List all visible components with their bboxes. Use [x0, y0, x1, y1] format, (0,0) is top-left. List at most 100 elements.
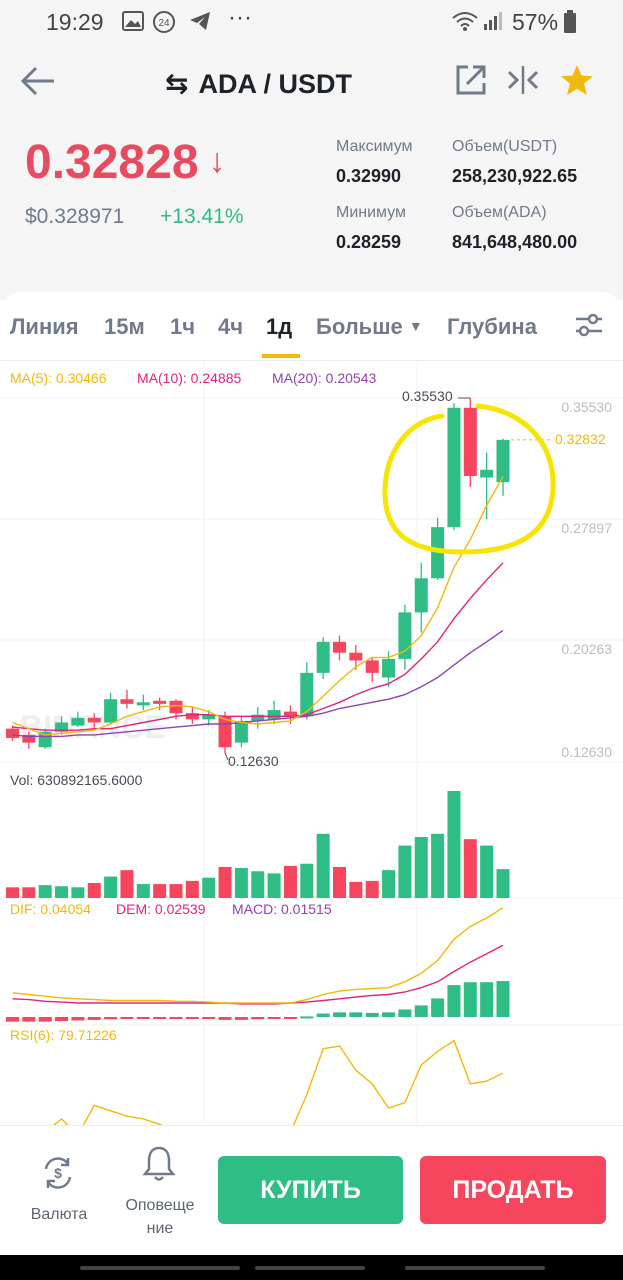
ma5-label: MA(5): 0.30466 [10, 370, 107, 386]
volume-bar [283, 865, 297, 898]
volume-bar [87, 883, 101, 898]
volume-bar [447, 791, 461, 898]
low-marker-label: 0.12630 [228, 753, 279, 769]
macd-bar [136, 1017, 150, 1019]
macd-bar [300, 1016, 314, 1019]
macd-bar [414, 1005, 428, 1017]
macd-bar [185, 1017, 199, 1019]
volume-bar [185, 880, 199, 898]
candle-body [463, 407, 477, 476]
candle-body [136, 702, 150, 706]
macd-bar [283, 1017, 297, 1019]
top-nav: ⇆ ADA / USDT [0, 50, 623, 114]
more-notifications-icon: ··· [228, 4, 252, 31]
currency-label[interactable]: Валюта [30, 1206, 88, 1223]
chart-settings-icon[interactable] [574, 312, 604, 344]
ma10-line [12, 562, 504, 731]
nav-pill [80, 1266, 240, 1270]
tab-1h[interactable]: 1ч [170, 314, 196, 339]
volume-bar [349, 881, 363, 898]
macd-bar [382, 1012, 396, 1017]
candle-body [153, 700, 167, 704]
compare-icon[interactable] [506, 64, 540, 104]
share-icon[interactable] [455, 64, 487, 104]
candle-body [267, 710, 281, 720]
macd-label: MACD: 0.01515 [232, 901, 332, 917]
active-tab-indicator [262, 354, 300, 358]
telegram-icon [188, 10, 212, 38]
candle-body [71, 717, 85, 726]
back-arrow-icon[interactable] [20, 64, 56, 106]
dif-label: DIF: 0.04054 [10, 901, 91, 917]
rsi-label: RSI(6): 79.71226 [10, 1027, 117, 1043]
candle-body [38, 731, 52, 748]
macd-bar [153, 1017, 167, 1019]
candle-body [202, 714, 216, 720]
candle-body [333, 641, 346, 653]
volume-bars [6, 791, 510, 898]
currency-exchange-icon[interactable]: $ [40, 1155, 76, 1200]
macd-bar [22, 1017, 36, 1022]
tab-depth[interactable]: Глубина [447, 314, 537, 339]
macd-bar [496, 981, 510, 1017]
high-marker-label: 0.35530 [402, 388, 453, 404]
candle-body [55, 722, 69, 732]
favorite-star-icon[interactable] [560, 64, 594, 104]
volume-bar [251, 871, 265, 898]
kline-chart[interactable]: BINANCE MA(5): 0.30466 MA(10): 0.24885 M… [0, 360, 623, 1125]
bell-icon[interactable] [141, 1145, 177, 1192]
macd-bar [87, 1017, 101, 1020]
notification-badge-count: 24 [158, 18, 170, 29]
volume-bar [153, 884, 167, 898]
candle-body [480, 469, 494, 478]
volume-bar [300, 863, 314, 898]
price-axis-label: 0.20263 [561, 641, 612, 657]
chart-grid [0, 361, 623, 1125]
battery-percent: 57% [512, 9, 559, 35]
tab-more[interactable]: Больше ▼ [316, 314, 423, 340]
alerts-label[interactable]: Оповеще ние [125, 1197, 195, 1237]
last-price: 0.32828 ↓ [25, 135, 226, 190]
swap-icon: ⇆ [165, 68, 189, 99]
highlight-circle [382, 403, 556, 555]
macd-bar [349, 1012, 363, 1017]
pair-title: ADA / USDT [198, 69, 352, 99]
price-axis-label: 0.12630 [561, 744, 612, 760]
macd-bar [398, 1009, 412, 1017]
svg-text:$: $ [54, 1165, 62, 1181]
low-value: 0.28259 [336, 232, 402, 252]
tab-15m[interactable]: 15м [104, 314, 145, 339]
candle-body [496, 439, 510, 483]
tab-line[interactable]: Линия [10, 314, 79, 339]
volume-bar [316, 833, 330, 898]
vol-ada-value: 841,648,480.00 [452, 232, 578, 252]
vol-ada-label: Объем(ADA) [452, 204, 547, 221]
macd-bar [6, 1017, 19, 1022]
candle-body [104, 699, 118, 723]
candles [6, 398, 510, 753]
buy-button[interactable]: КУПИТЬ [218, 1156, 403, 1224]
macd-bar [38, 1017, 52, 1022]
macd-bar [218, 1017, 232, 1020]
high-label: Максимум [336, 138, 413, 155]
macd-bar [480, 982, 494, 1017]
system-nav-bar [0, 1255, 623, 1280]
usd-price: $0.328971 [25, 205, 125, 228]
candle-body [300, 672, 314, 717]
macd-bar [267, 1017, 281, 1019]
vol-usdt-label: Объем(USDT) [452, 138, 558, 155]
interval-tabs: Линия 15м 1ч 4ч 1д Больше ▼ Глубина [0, 298, 623, 358]
vol-usdt-value: 258,230,922.65 [452, 166, 578, 186]
candle-body [22, 734, 36, 743]
tab-1d[interactable]: 1д [266, 314, 293, 339]
ma20-label: MA(20): 0.20543 [272, 370, 376, 386]
pair-selector[interactable]: ⇆ ADA / USDT [165, 67, 352, 100]
volume-bar [6, 887, 19, 898]
candle-body [283, 711, 297, 717]
annotation-stroke [382, 403, 556, 555]
low-label: Минимум [336, 204, 407, 221]
tab-4h[interactable]: 4ч [218, 314, 244, 339]
sell-button[interactable]: ПРОДАТЬ [420, 1156, 606, 1224]
volume-bar [38, 885, 52, 898]
macd-histogram [6, 981, 510, 1022]
